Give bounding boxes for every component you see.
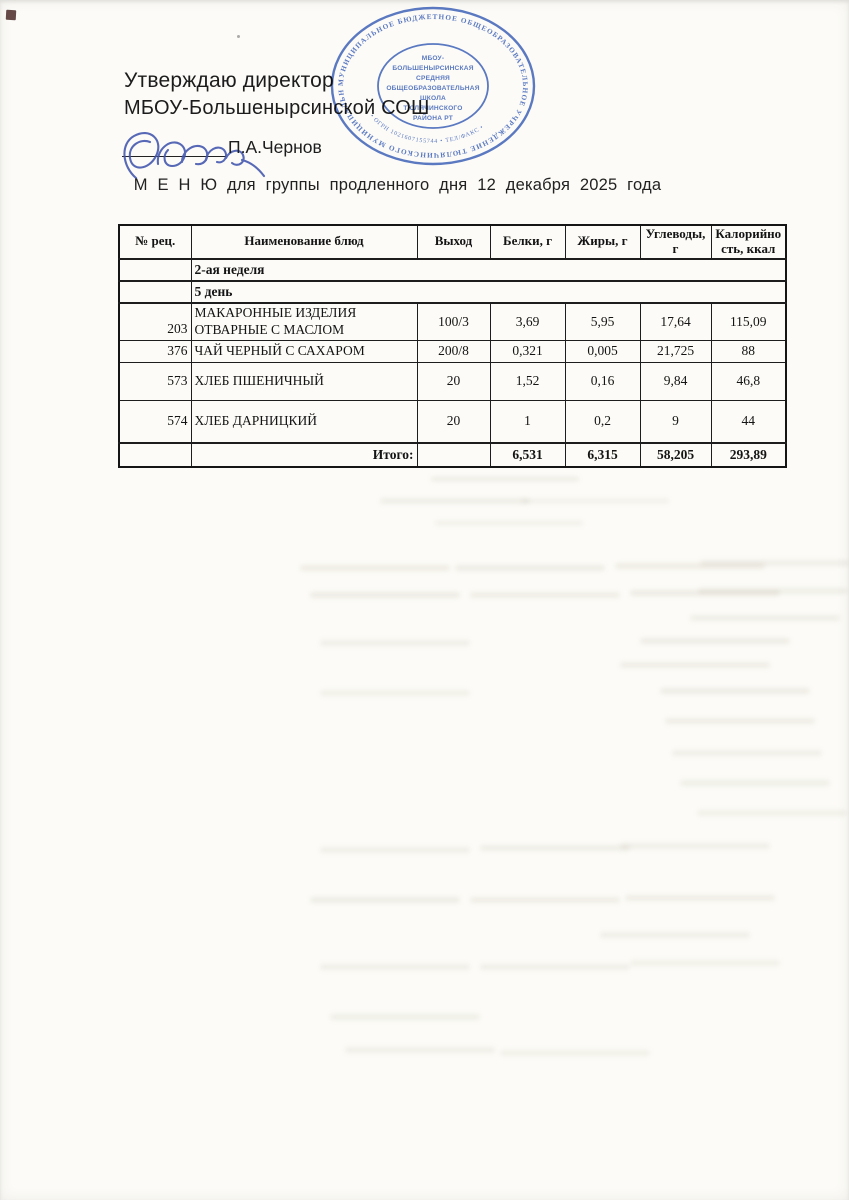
approval-block: Утверждаю директор МБОУ-Большенырсинской… [124, 68, 524, 120]
col-header-calories: Калорийность, ккал [710, 224, 787, 260]
table-row: 574 ХЛЕБ ДАРНИЦКИЙ 20 1 0,2 9 44 [118, 399, 787, 444]
svg-text:ТЮЛЯЧИНСКОГО: ТЮЛЯЧИНСКОГО [403, 105, 462, 112]
carbs: 21,725 [639, 339, 712, 363]
svg-text:ОБЩЕОБРАЗОВАТЕЛЬНАЯ: ОБЩЕОБРАЗОВАТЕЛЬНАЯ [386, 85, 479, 92]
fat: 0,005 [564, 339, 641, 363]
dish-name: МАКАРОННЫЕ ИЗДЕЛИЯ ОТВАРНЫЕ С МАСЛОМ [190, 302, 418, 341]
protein: 1,52 [489, 361, 566, 401]
col-header-carbs: Углеводы, г [639, 224, 712, 260]
col-header-dish-name: Наименование блюд [190, 224, 418, 260]
stamp-inner-ring [377, 43, 489, 129]
output: 200/8 [416, 339, 491, 363]
total-label: Итого: [190, 442, 418, 468]
empty-cell [118, 257, 192, 282]
fat: 5,95 [564, 302, 641, 341]
calories: 46,8 [710, 361, 787, 401]
table-row: 376 ЧАЙ ЧЕРНЫЙ С САХАРОМ 200/8 0,321 0,0… [118, 339, 787, 363]
total-carbs: 58,205 [639, 442, 712, 468]
fat: 0,2 [564, 399, 641, 444]
svg-text:СРЕДНЯЯ: СРЕДНЯЯ [416, 75, 450, 82]
signature-scribble [123, 132, 266, 180]
svg-text:РАЙОНА РТ: РАЙОНА РТ [413, 113, 453, 122]
recipe-no: 203 [118, 302, 192, 341]
page-title: М Е Н Ю для группы продленного дня 12 де… [133, 176, 662, 194]
signature-line [122, 156, 226, 157]
svg-text:ШКОЛА: ШКОЛА [420, 95, 446, 102]
total-row: Итого: 6,531 6,315 58,205 293,89 [118, 442, 787, 468]
empty-cell [118, 442, 192, 468]
section-row-day: 5 день [118, 279, 787, 304]
calories: 44 [710, 399, 787, 444]
output: 100/3 [416, 302, 491, 341]
protein: 0,321 [489, 339, 566, 363]
protein: 1 [489, 399, 566, 444]
carbs: 9,84 [639, 361, 712, 401]
section-week-label: 2-ая неделя [190, 257, 787, 282]
section-row-week: 2-ая неделя [118, 257, 787, 282]
recipe-no: 574 [118, 399, 192, 444]
section-day-label: 5 день [190, 279, 787, 304]
table-header-row: № рец. Наименование блюд Выход Белки, г … [118, 224, 787, 260]
approval-line2: МБОУ-Большенырсинской СОШ [124, 97, 430, 120]
signature-row: П.А.Чернов [122, 132, 422, 180]
col-header-fat: Жиры, г [564, 224, 641, 260]
recipe-no: 376 [118, 339, 192, 363]
school-stamp: МУНИЦИПАЛЬНОЕ БЮДЖЕТНОЕ ОБЩЕОБРАЗОВАТЕЛЬ… [328, 4, 536, 166]
total-protein: 6,531 [489, 442, 566, 468]
carbs: 17,64 [639, 302, 712, 341]
output: 20 [416, 361, 491, 401]
dish-name: ЧАЙ ЧЕРНЫЙ С САХАРОМ [190, 339, 418, 363]
total-fat: 6,315 [564, 442, 641, 468]
director-name: П.А.Чернов [228, 137, 322, 157]
output: 20 [416, 399, 491, 444]
stamp-center-text: МБОУ- БОЛЬШЕНЫРСИНСКАЯ СРЕДНЯЯ ОБЩЕОБРАЗ… [386, 55, 479, 122]
col-header-recipe-no: № рец. [118, 224, 192, 260]
protein: 3,69 [489, 302, 566, 341]
table-row: 203 МАКАРОННЫЕ ИЗДЕЛИЯ ОТВАРНЫЕ С МАСЛОМ… [118, 302, 787, 341]
approval-line1: Утверждаю директор [124, 69, 334, 92]
empty-cell [416, 442, 491, 468]
stamp-outer-ring [330, 6, 536, 166]
col-header-protein: Белки, г [489, 224, 566, 260]
carbs: 9 [639, 399, 712, 444]
scan-speck [237, 35, 240, 38]
menu-table-wrap: № рец. Наименование блюд Выход Белки, г … [118, 224, 787, 469]
calories: 115,09 [710, 302, 787, 341]
empty-cell [118, 279, 192, 304]
bleed-through-ghost-text [0, 0, 150, 6]
scan-corner-mark [5, 9, 17, 21]
table-row: 573 ХЛЕБ ПШЕНИЧНЫЙ 20 1,52 0,16 9,84 46,… [118, 361, 787, 401]
recipe-no: 573 [118, 361, 192, 401]
dish-name: ХЛЕБ ДАРНИЦКИЙ [190, 399, 418, 444]
svg-text:БОЛЬШЕНЫРСИНСКАЯ: БОЛЬШЕНЫРСИНСКАЯ [392, 65, 473, 72]
calories: 88 [710, 339, 787, 363]
menu-table: № рец. Наименование блюд Выход Белки, г … [118, 224, 787, 469]
dish-name: ХЛЕБ ПШЕНИЧНЫЙ [190, 361, 418, 401]
svg-text:МБОУ-: МБОУ- [422, 55, 445, 62]
total-calories: 293,89 [710, 442, 787, 468]
fat: 0,16 [564, 361, 641, 401]
col-header-output: Выход [416, 224, 491, 260]
